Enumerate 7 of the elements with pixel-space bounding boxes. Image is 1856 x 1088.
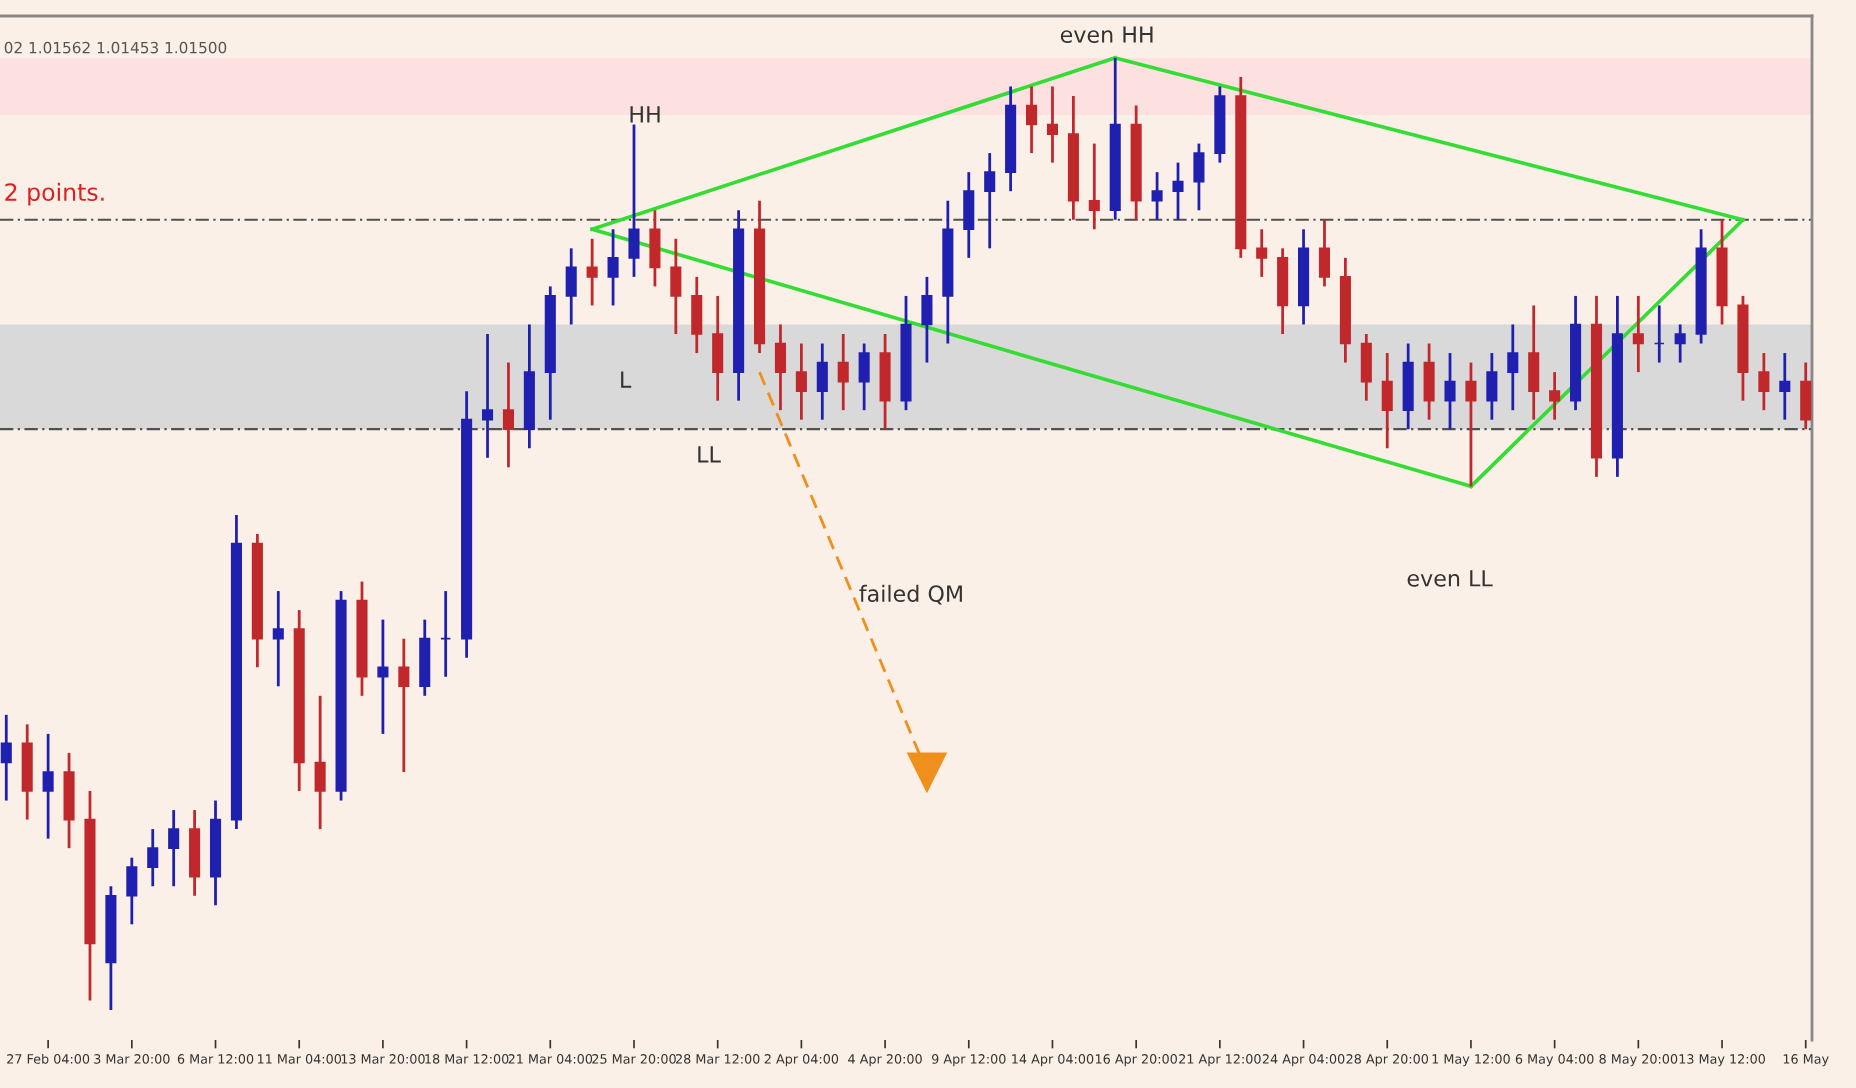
annotation: LL	[698, 446, 721, 463]
annotation: L	[621, 371, 632, 388]
text: even HH	[1060, 26, 1153, 43]
annotation: 2 points.	[5, 182, 104, 206]
annotation: even LL	[1407, 570, 1493, 587]
annotation: HH	[630, 106, 660, 123]
annotation: failed QM	[859, 584, 962, 605]
